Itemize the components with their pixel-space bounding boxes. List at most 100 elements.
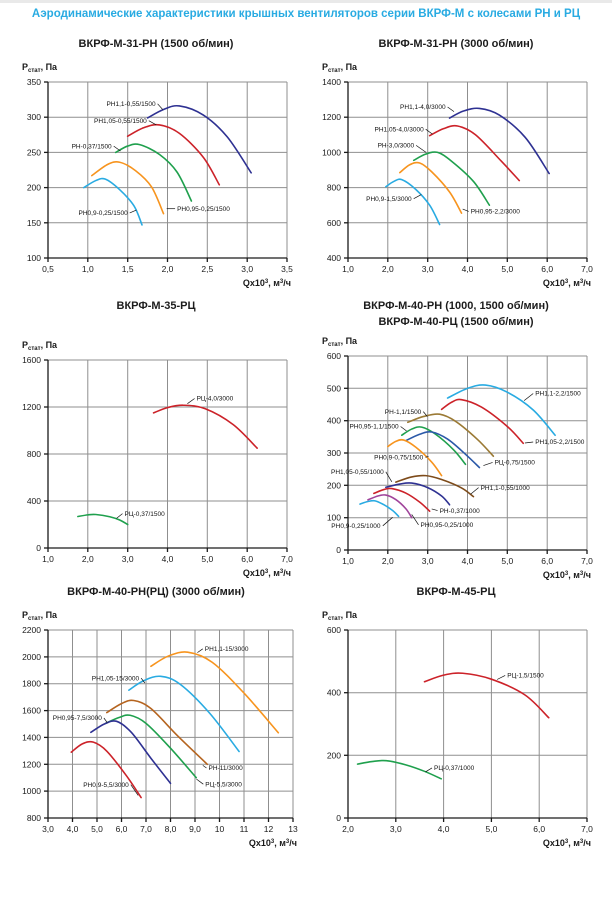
x-tick-label: 4,0	[67, 824, 79, 834]
chart-vkrf-m-35-rc: ВКРФ-М-35-РЦ 1,0 2,0 3,0 4,0 5,0 6,0 7,0 0 400 80…	[8, 298, 304, 578]
gridlines	[47, 81, 288, 259]
series-label: РН0,9-0,75/1500	[374, 454, 424, 461]
label-leader-line	[462, 208, 469, 212]
series-label: РН0,95-1,1/1500	[349, 424, 399, 431]
label-leader-line	[130, 784, 139, 796]
x-tick-label: 5,0	[485, 824, 497, 834]
x-tick-label: 5,0	[501, 264, 513, 274]
label-leader-line	[385, 471, 393, 482]
label-leader-line	[523, 393, 534, 401]
label-leader-line	[197, 648, 204, 653]
series-label: РН1,1-2,2/1500	[535, 391, 581, 398]
series-label: РН1,05-15/3000	[92, 675, 140, 682]
y-axis-title: Pстат, Па	[22, 610, 58, 622]
series-curve-РН-0,37/1000	[373, 487, 431, 512]
y-tick-label: 0	[36, 543, 41, 553]
series-label: РЦ-5,5/3000	[205, 781, 242, 788]
chart-vkrf-m-31-rn-1500: ВКРФ-М-31-РН (1500 об/мин) 0,5 1,0 1,5 2,0 2…	[8, 36, 304, 290]
axes	[344, 355, 588, 554]
series-label: РН0,9-5,5/3000	[83, 782, 129, 789]
y-axis-title: Pстат, Па	[322, 336, 358, 348]
series-curve-РН0,9-0,75/1500	[387, 438, 443, 477]
y-tick-label: 800	[27, 449, 41, 459]
x-tick-label: 3,0	[42, 824, 54, 834]
x-axis-title: Qx103, м3/ч	[243, 278, 291, 288]
series-curve-РН1,1-2,2/1500	[446, 384, 556, 437]
gridlines	[47, 629, 294, 819]
label-leader-line	[425, 456, 429, 458]
series-label: РЦ-4,0/3000	[197, 396, 234, 403]
x-axis-title: Qx103, м3/ч	[543, 570, 591, 580]
y-tick-label: 200	[327, 750, 341, 760]
axes	[44, 81, 288, 262]
page-title: Аэродинамические характеристики крышных …	[31, 8, 581, 20]
y-tick-label: 1000	[322, 147, 341, 157]
y-tick-label: 0	[336, 545, 341, 555]
series-label: РН1,1-15/3000	[205, 646, 249, 653]
y-tick-label: 1400	[22, 732, 41, 742]
label-leader-line	[148, 120, 157, 126]
y-tick-label: 800	[327, 183, 341, 193]
series-curve-РЦ-5,5/3000	[104, 714, 198, 779]
series-curve-РН0,9-0,25/1500	[83, 177, 143, 226]
gridlines	[347, 629, 588, 819]
series-curve-РН-1,1/1500	[406, 413, 495, 458]
series-label: РН0,9-0,25/1500	[79, 210, 129, 217]
x-tick-label: 0,5	[42, 264, 54, 274]
series-curve-РН-0,37/1500	[114, 143, 193, 202]
y-axis-title: Pстат, Па	[22, 340, 58, 352]
x-tick-label: 7,0	[581, 824, 593, 834]
series-curve-РН0,9-0,25/1000	[359, 499, 400, 518]
x-axis-title: Qx103, м3/ч	[543, 278, 591, 288]
y-tick-label: 300	[27, 112, 41, 122]
series-label: РЦ-0,37/1500	[125, 511, 166, 518]
x-tick-label: 2,0	[82, 554, 94, 564]
x-tick-label: 9,0	[189, 824, 201, 834]
x-tick-label: 3,0	[422, 264, 434, 274]
series-label: РЦ-1,5/1500	[507, 673, 544, 680]
y-tick-label: 0	[336, 813, 341, 823]
gridlines	[347, 81, 588, 259]
chart-subtitle: ВКРФ-М-40-РЦ (1500 об/мин)	[378, 316, 534, 328]
x-tick-label: 1,5	[122, 264, 134, 274]
y-tick-label: 600	[327, 625, 341, 635]
label-leader-line	[187, 398, 195, 404]
axes	[344, 81, 588, 262]
chart-canvas-1: 1,0 2,0 3,0 4,0 5,0 6,0 7,0 400 600 800 1000 1200 14…	[322, 62, 593, 288]
label-leader-line	[524, 441, 534, 444]
x-tick-label: 6,0	[541, 264, 553, 274]
label-leader-line	[425, 767, 433, 773]
y-axis-title: Pстат, Па	[322, 610, 358, 622]
y-tick-label: 500	[327, 383, 341, 393]
series-curve-РН1,05-15/3000	[128, 675, 240, 753]
series-curve-РЦ-0,37/1000	[356, 759, 443, 780]
series-curve-РН1,1-4,0/3000	[448, 107, 550, 175]
label-leader-line	[423, 411, 428, 417]
x-tick-label: 5,0	[91, 824, 103, 834]
series-curve-РН1,1-0,55/1500	[146, 104, 252, 174]
x-tick-label: 5,0	[501, 556, 513, 566]
label-leader-line	[196, 778, 204, 785]
x-tick-label: 5,0	[201, 554, 213, 564]
chart-canvas-5: 2,0 3,0 4,0 5,0 6,0 7,0 0 200 400 600 Pстат, Па Qx1…	[322, 610, 593, 848]
series-curve-РЦ-4,0/3000	[152, 404, 258, 449]
series-label: РЦ-0,75/1500	[495, 460, 536, 467]
label-leader-line	[103, 717, 108, 723]
series-label: РН-3,0/3000	[378, 143, 415, 150]
y-tick-label: 400	[327, 688, 341, 698]
series-curve-РЦ-0,75/1500	[404, 430, 481, 469]
x-tick-label: 3,0	[422, 556, 434, 566]
y-tick-label: 1600	[22, 706, 41, 716]
y-tick-label: 200	[327, 480, 341, 490]
series-label: РН1,05-4,0/3000	[375, 126, 425, 133]
x-tick-label: 10	[215, 824, 225, 834]
y-tick-label: 2000	[22, 652, 41, 662]
x-tick-label: 3,0	[241, 264, 253, 274]
series-curve-РН1,05-2,2/1500	[440, 398, 525, 445]
x-tick-label: 4,0	[162, 554, 174, 564]
x-tick-label: 6,0	[533, 824, 545, 834]
chart-title: ВКРФ-М-35-РЦ	[116, 300, 196, 312]
gridlines	[47, 359, 288, 549]
x-tick-label: 6,0	[241, 554, 253, 564]
